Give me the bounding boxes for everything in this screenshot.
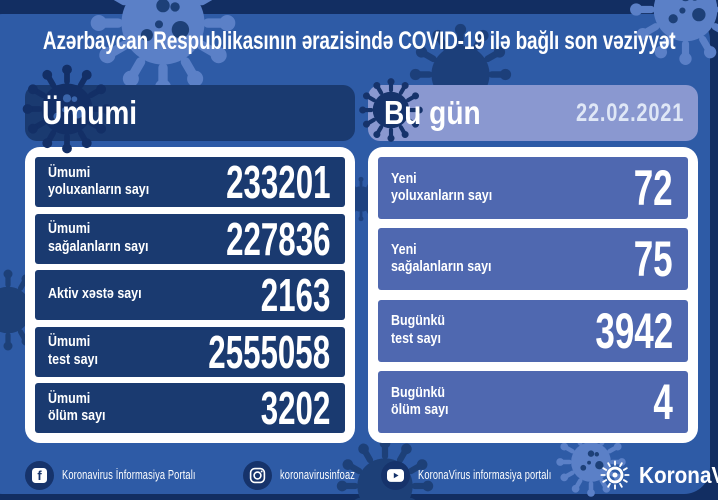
stat-label: Ümumi test sayı (48, 334, 98, 368)
total-stats-column: Ümumi Ümumi yoluxanların sayı 233201 Ümu… (22, 64, 355, 443)
stat-label: Ümumi ölüm sayı (48, 390, 106, 424)
stat-value: 233201 (225, 156, 330, 208)
instagram-icon (242, 460, 272, 490)
stats-columns: Ümumi Ümumi yoluxanların sayı 233201 Ümu… (22, 64, 698, 443)
footer: Koronavirus İnformasiya Portalı koronavi… (25, 456, 718, 494)
today-stats-column: Bu gün 22.02.2021 Yeni yoluxanların sayı… (359, 78, 698, 443)
stat-value: 4 (653, 373, 673, 430)
stat-label: Yeni sağalanların sayı (391, 241, 492, 276)
brand-name: KoronaVirus (639, 462, 718, 488)
stat-row-today-deaths: Bugünkü ölüm sayı 4 (378, 370, 688, 433)
title-bar: Azərbaycan Respublikasının ərazisində CO… (0, 14, 718, 68)
stat-value: 75 (634, 231, 673, 288)
brand-virus-icon (600, 460, 630, 490)
instagram-label: koronavirusinfoaz (279, 468, 355, 482)
today-header-label: Bu gün (384, 94, 481, 131)
facebook-icon (25, 460, 54, 490)
report-date: 22.02.2021 (575, 98, 684, 127)
instagram-link[interactable]: koronavirusinfoaz (242, 460, 381, 490)
stat-label: Yeni yoluxanların sayı (391, 170, 493, 204)
stat-value: 3202 (260, 382, 330, 434)
youtube-label: KoronaVirus informasiya portalı (417, 468, 552, 482)
youtube-icon (380, 460, 410, 490)
stat-value: 72 (634, 160, 673, 216)
koronavirus-info-logo: KoronaVirus info (598, 458, 718, 492)
stat-label: Bugünkü ölüm sayı (391, 384, 449, 418)
stat-label: Aktiv xəstə sayı (48, 286, 142, 303)
stat-value: 2555058 (208, 325, 330, 378)
total-stats-panel: Ümumi yoluxanların sayı 233201 Ümumi sağ… (25, 147, 355, 443)
stat-row-active-cases: Aktiv xəstə sayı 2163 (35, 269, 345, 321)
total-header-label: Ümumi (42, 94, 138, 131)
today-stats-panel: Yeni yoluxanların sayı 72 Yeni sağalanla… (368, 147, 698, 443)
youtube-link[interactable]: KoronaVirus informasiya portalı (380, 460, 598, 490)
stat-label: Ümumi yoluxanların sayı (48, 164, 150, 198)
today-header-panel: Bu gün 22.02.2021 (359, 78, 698, 142)
total-header-panel: Ümumi (22, 64, 355, 154)
stat-label: Ümumi sağalanların sayı (48, 221, 149, 255)
stat-row-today-tests: Bugünkü test sayı 3942 (378, 299, 688, 362)
stat-value: 2163 (260, 269, 330, 321)
stat-row-total-tests: Ümumi test sayı 2555058 (35, 325, 345, 378)
stat-label: Bugünkü test sayı (391, 313, 446, 347)
stat-value: 3942 (595, 302, 673, 359)
stat-row-total-infected: Ümumi yoluxanların sayı 233201 (35, 156, 345, 208)
facebook-link[interactable]: Koronavirus İnformasiya Portalı (25, 460, 243, 490)
stat-row-new-infected: Yeni yoluxanların sayı 72 (378, 157, 688, 219)
stat-row-total-deaths: Ümumi ölüm sayı 3202 (35, 382, 345, 434)
stat-row-new-recovered: Yeni sağalanların sayı 75 (378, 228, 688, 291)
facebook-label: Koronavirus İnformasiya Portalı (62, 468, 196, 482)
stat-value: 227836 (225, 212, 330, 265)
page-title: Azərbaycan Respublikasının ərazisində CO… (42, 26, 676, 55)
stat-row-total-recovered: Ümumi sağalanların sayı 227836 (35, 212, 345, 265)
